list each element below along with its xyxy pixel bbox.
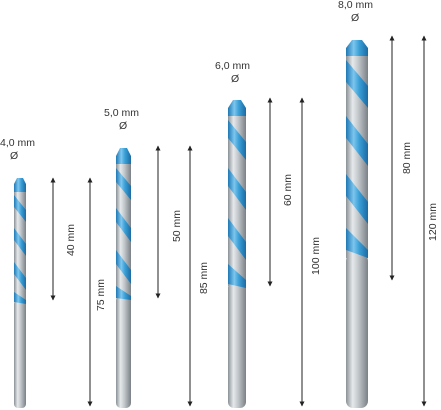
diameter-symbol-5mm: Ø: [119, 120, 127, 132]
drill-bit-body-5mm: [116, 148, 131, 408]
working-length-label-6mm: 60 mm: [282, 174, 294, 206]
total-length-label-8mm: 120 mm: [427, 203, 439, 241]
total-length-dimension-8mm: 120 mm: [421, 35, 439, 407]
diameter-symbol-6mm: Ø: [231, 73, 239, 85]
total-length-dimension-6mm: 100 mm: [299, 97, 322, 407]
working-length-label-4mm: 40 mm: [65, 224, 77, 256]
total-length-label-5mm: 85 mm: [198, 262, 210, 294]
diameter-label-5mm: 5,0 mm: [104, 107, 139, 119]
drill-bit-6mm: 6,0 mm Ø 60 mm 100 mm: [215, 60, 322, 408]
drill-bit-5mm: 5,0 mm Ø 50 mm 85 mm: [104, 107, 210, 408]
drill-bit-body-4mm: [14, 178, 26, 408]
total-length-dimension-4mm: 75 mm: [87, 177, 107, 407]
diameter-label-4mm: 4,0 mm: [0, 137, 35, 149]
working-length-label-8mm: 80 mm: [401, 142, 413, 174]
working-length-dimension-4mm: 40 mm: [50, 177, 77, 301]
working-length-label-5mm: 50 mm: [171, 210, 183, 242]
drill-bit-body-8mm: [346, 40, 368, 408]
diameter-label-6mm: 6,0 mm: [215, 60, 250, 72]
total-length-label-4mm: 75 mm: [95, 279, 107, 311]
total-length-label-6mm: 100 mm: [310, 237, 322, 275]
diameter-symbol-4mm: Ø: [10, 150, 18, 162]
diameter-symbol-8mm: Ø: [351, 12, 359, 24]
diameter-label-8mm: 8,0 mm: [338, 0, 373, 11]
total-length-dimension-5mm: 85 mm: [187, 145, 210, 407]
working-length-dimension-6mm: 60 mm: [267, 97, 294, 287]
working-length-dimension-8mm: 80 mm: [389, 35, 413, 281]
drill-bit-4mm: 4,0 mm Ø 40 mm 75 mm: [0, 137, 107, 408]
working-length-dimension-5mm: 50 mm: [155, 145, 183, 299]
drill-bit-body-6mm: [228, 100, 246, 408]
drill-bit-8mm: 8,0 mm Ø 80 mm 120 mm: [338, 0, 439, 408]
